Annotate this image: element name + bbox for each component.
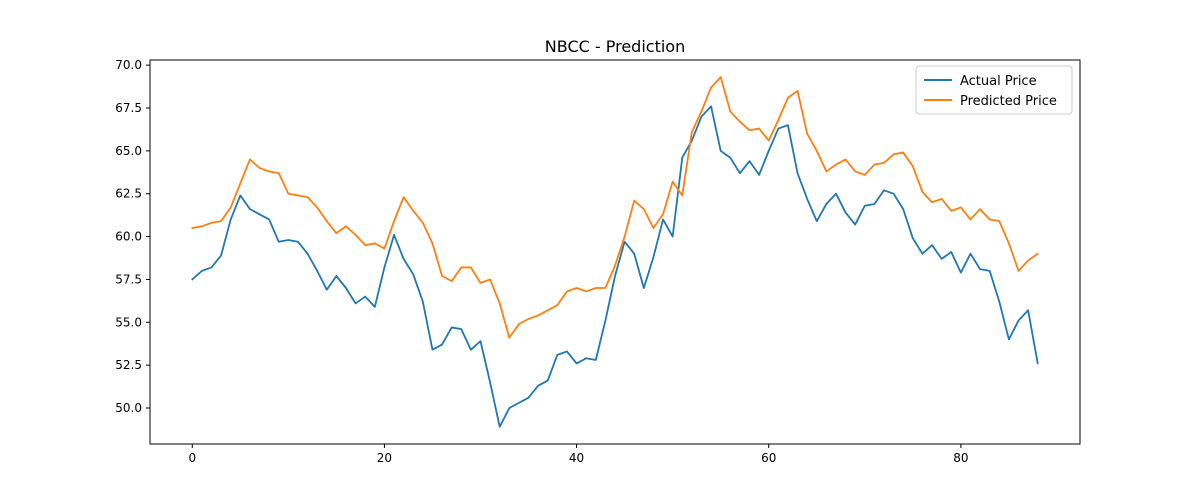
chart-title: NBCC - Prediction bbox=[545, 37, 685, 56]
y-tick-label: 65.0 bbox=[115, 144, 142, 158]
y-tick-label: 62.5 bbox=[115, 187, 142, 201]
y-tick-label: 50.0 bbox=[115, 401, 142, 415]
x-tick-label: 40 bbox=[569, 451, 584, 465]
y-tick-label: 67.5 bbox=[115, 101, 142, 115]
y-tick-label: 52.5 bbox=[115, 358, 142, 372]
y-tick-label: 70.0 bbox=[115, 58, 142, 72]
plot-frame bbox=[149, 59, 1081, 445]
y-axis: 50.0 52.5 55.0 57.5 60.0 62.5 65.0 67.5 70.0 bbox=[115, 58, 150, 415]
series-layer bbox=[191, 76, 1039, 428]
x-tick-label: 60 bbox=[761, 451, 776, 465]
legend-label: Actual Price bbox=[960, 74, 1037, 89]
series-line-actual-price bbox=[191, 105, 1039, 428]
x-axis: 0 20 40 60 80 bbox=[188, 444, 969, 465]
x-tick-label: 20 bbox=[377, 451, 392, 465]
series-line-predicted-price bbox=[191, 76, 1039, 339]
legend-label: Predicted Price bbox=[960, 94, 1057, 109]
x-tick-label: 0 bbox=[188, 451, 196, 465]
legend-box bbox=[915, 65, 1073, 115]
y-tick-label: 55.0 bbox=[115, 315, 142, 329]
y-tick-label: 60.0 bbox=[115, 230, 142, 244]
x-tick-label: 80 bbox=[953, 451, 968, 465]
legend: Actual Price Predicted Price bbox=[915, 65, 1073, 115]
y-tick-label: 57.5 bbox=[115, 272, 142, 286]
plot-area bbox=[149, 59, 1081, 445]
